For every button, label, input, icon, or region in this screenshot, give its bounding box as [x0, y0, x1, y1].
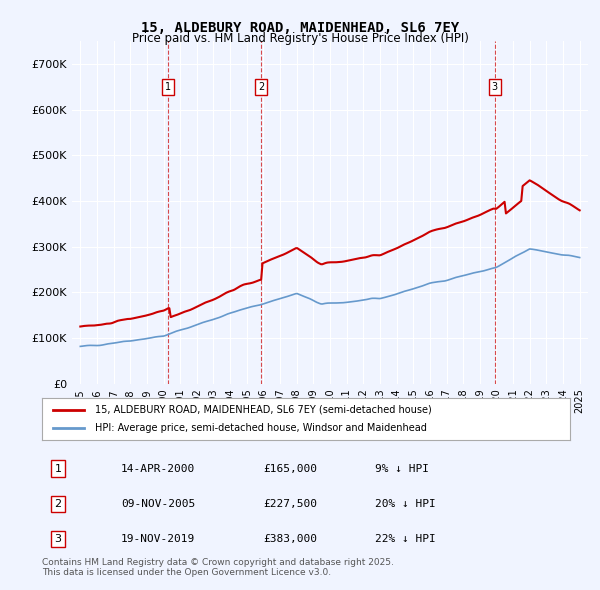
Text: 3: 3 — [55, 534, 61, 544]
Text: £383,000: £383,000 — [264, 534, 318, 544]
Text: £227,500: £227,500 — [264, 499, 318, 509]
Text: 19-NOV-2019: 19-NOV-2019 — [121, 534, 196, 544]
Text: 9% ↓ HPI: 9% ↓ HPI — [374, 464, 428, 474]
Text: 15, ALDEBURY ROAD, MAIDENHEAD, SL6 7EY (semi-detached house): 15, ALDEBURY ROAD, MAIDENHEAD, SL6 7EY (… — [95, 405, 431, 415]
Text: 15, ALDEBURY ROAD, MAIDENHEAD, SL6 7EY: 15, ALDEBURY ROAD, MAIDENHEAD, SL6 7EY — [141, 21, 459, 35]
Text: 09-NOV-2005: 09-NOV-2005 — [121, 499, 196, 509]
Text: Contains HM Land Registry data © Crown copyright and database right 2025.
This d: Contains HM Land Registry data © Crown c… — [42, 558, 394, 577]
Text: 1: 1 — [166, 82, 172, 92]
Text: 14-APR-2000: 14-APR-2000 — [121, 464, 196, 474]
Text: 2: 2 — [258, 82, 264, 92]
Text: Price paid vs. HM Land Registry's House Price Index (HPI): Price paid vs. HM Land Registry's House … — [131, 32, 469, 45]
Text: HPI: Average price, semi-detached house, Windsor and Maidenhead: HPI: Average price, semi-detached house,… — [95, 423, 427, 433]
Text: 3: 3 — [491, 82, 497, 92]
Text: 22% ↓ HPI: 22% ↓ HPI — [374, 534, 436, 544]
Text: 1: 1 — [55, 464, 61, 474]
Text: £165,000: £165,000 — [264, 464, 318, 474]
Text: 20% ↓ HPI: 20% ↓ HPI — [374, 499, 436, 509]
Text: 2: 2 — [54, 499, 61, 509]
